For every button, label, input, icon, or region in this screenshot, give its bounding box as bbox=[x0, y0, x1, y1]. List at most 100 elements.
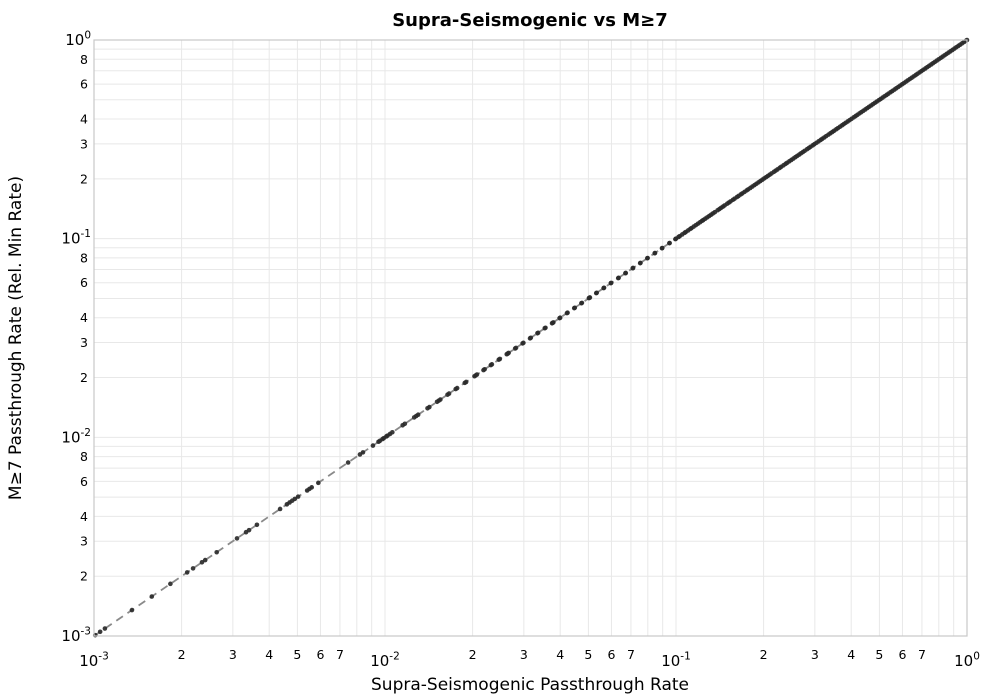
y-major-tick-label: 10-2 bbox=[61, 427, 91, 447]
data-point bbox=[623, 270, 629, 276]
x-minor-tick-label: 6 bbox=[898, 647, 906, 662]
data-point bbox=[528, 335, 534, 341]
data-point bbox=[446, 391, 452, 396]
x-minor-tick-label: 7 bbox=[918, 647, 926, 662]
data-point bbox=[254, 522, 260, 528]
data-point bbox=[190, 566, 196, 571]
data-point bbox=[463, 379, 469, 385]
y-minor-tick-label: 3 bbox=[80, 136, 88, 151]
y-minor-tick-label: 2 bbox=[80, 370, 88, 385]
data-point bbox=[579, 300, 585, 306]
data-point bbox=[292, 496, 298, 502]
data-point bbox=[214, 549, 219, 555]
x-major-tick-label: 10-3 bbox=[79, 651, 109, 671]
data-point bbox=[234, 536, 240, 541]
x-minor-tick-label: 3 bbox=[811, 647, 819, 662]
data-point bbox=[149, 594, 155, 599]
data-point bbox=[246, 527, 252, 533]
y-minor-tick-label: 4 bbox=[80, 310, 88, 325]
data-point bbox=[652, 250, 658, 256]
y-minor-tick-label: 8 bbox=[80, 449, 88, 464]
x-minor-tick-label: 4 bbox=[556, 647, 564, 662]
y-major-tick-label: 10-3 bbox=[61, 626, 91, 646]
x-minor-tick-label: 7 bbox=[336, 647, 344, 662]
data-point bbox=[402, 421, 408, 427]
data-point bbox=[474, 372, 480, 377]
y-tick-labels: 100 10-1 10-2 10-3 8 6 4 3 2 8 6 4 3 2 8 6 4 3 2 bbox=[61, 30, 91, 646]
y-axis-label: M≥7 Passthrough Rate (Rel. Min Rate) bbox=[6, 176, 26, 500]
data-point bbox=[482, 367, 487, 372]
y-minor-tick-label: 3 bbox=[80, 534, 88, 549]
data-point bbox=[638, 260, 643, 266]
x-minor-tick-label: 7 bbox=[627, 647, 635, 662]
plot-border-rect bbox=[93, 39, 968, 637]
grid-lines bbox=[93, 39, 968, 637]
y-minor-tick-label: 6 bbox=[80, 77, 88, 92]
data-point bbox=[506, 350, 511, 356]
data-point bbox=[645, 255, 650, 261]
data-point bbox=[543, 325, 548, 331]
data-point bbox=[370, 443, 376, 448]
y-minor-tick-label: 8 bbox=[80, 250, 88, 265]
y-major-tick-label: 10-1 bbox=[61, 228, 91, 248]
data-point bbox=[572, 305, 578, 311]
data-point bbox=[551, 320, 556, 325]
data-point bbox=[521, 340, 526, 346]
y-minor-tick-label: 6 bbox=[80, 275, 88, 290]
x-minor-tick-label: 5 bbox=[293, 647, 301, 662]
data-point bbox=[557, 315, 563, 321]
data-point bbox=[316, 480, 321, 486]
data-point bbox=[489, 362, 495, 367]
x-minor-tick-label: 4 bbox=[847, 647, 855, 662]
data-point bbox=[454, 385, 460, 391]
y-major-tick-label: 100 bbox=[65, 30, 91, 50]
data-point bbox=[594, 290, 600, 296]
data-point bbox=[168, 581, 173, 587]
y-minor-tick-label: 4 bbox=[80, 112, 88, 127]
x-minor-tick-label: 2 bbox=[469, 647, 477, 662]
y-minor-tick-label: 4 bbox=[80, 509, 88, 524]
y-minor-tick-label: 2 bbox=[80, 569, 88, 584]
y-minor-tick-label: 2 bbox=[80, 171, 88, 186]
data-point bbox=[587, 295, 593, 300]
x-axis-label: Supra-Seismogenic Passthrough Rate bbox=[371, 675, 689, 695]
x-minor-tick-label: 3 bbox=[520, 647, 528, 662]
x-minor-tick-label: 6 bbox=[607, 647, 615, 662]
data-points bbox=[92, 37, 970, 638]
data-point bbox=[513, 345, 519, 351]
x-major-tick-label: 100 bbox=[954, 651, 980, 671]
y-minor-tick-label: 3 bbox=[80, 335, 88, 350]
x-major-tick-label: 10-2 bbox=[370, 651, 400, 671]
data-point bbox=[360, 450, 366, 455]
data-point bbox=[565, 310, 570, 316]
x-minor-tick-label: 3 bbox=[229, 647, 237, 662]
data-point bbox=[438, 397, 443, 402]
data-point bbox=[102, 626, 108, 631]
data-point bbox=[415, 412, 421, 418]
data-point bbox=[601, 285, 607, 291]
plot-border bbox=[93, 39, 968, 637]
data-point bbox=[202, 557, 208, 563]
data-point bbox=[277, 506, 283, 512]
x-minor-tick-label: 6 bbox=[316, 647, 324, 662]
data-point bbox=[630, 265, 636, 271]
data-point bbox=[295, 494, 301, 499]
data-point bbox=[497, 356, 503, 362]
x-major-tick-label: 10-1 bbox=[661, 651, 691, 671]
data-point bbox=[535, 330, 541, 336]
data-point bbox=[667, 240, 672, 246]
chart-title: Supra-Seismogenic vs M≥7 bbox=[392, 10, 668, 31]
x-minor-tick-label: 5 bbox=[875, 647, 883, 662]
y-minor-tick-label: 6 bbox=[80, 474, 88, 489]
x-minor-tick-label: 2 bbox=[178, 647, 186, 662]
data-point bbox=[659, 245, 665, 251]
x-minor-tick-label: 5 bbox=[584, 647, 592, 662]
data-point bbox=[608, 280, 614, 286]
data-point bbox=[309, 485, 315, 490]
data-point bbox=[427, 404, 432, 410]
data-point bbox=[97, 629, 103, 635]
data-point bbox=[390, 430, 395, 435]
